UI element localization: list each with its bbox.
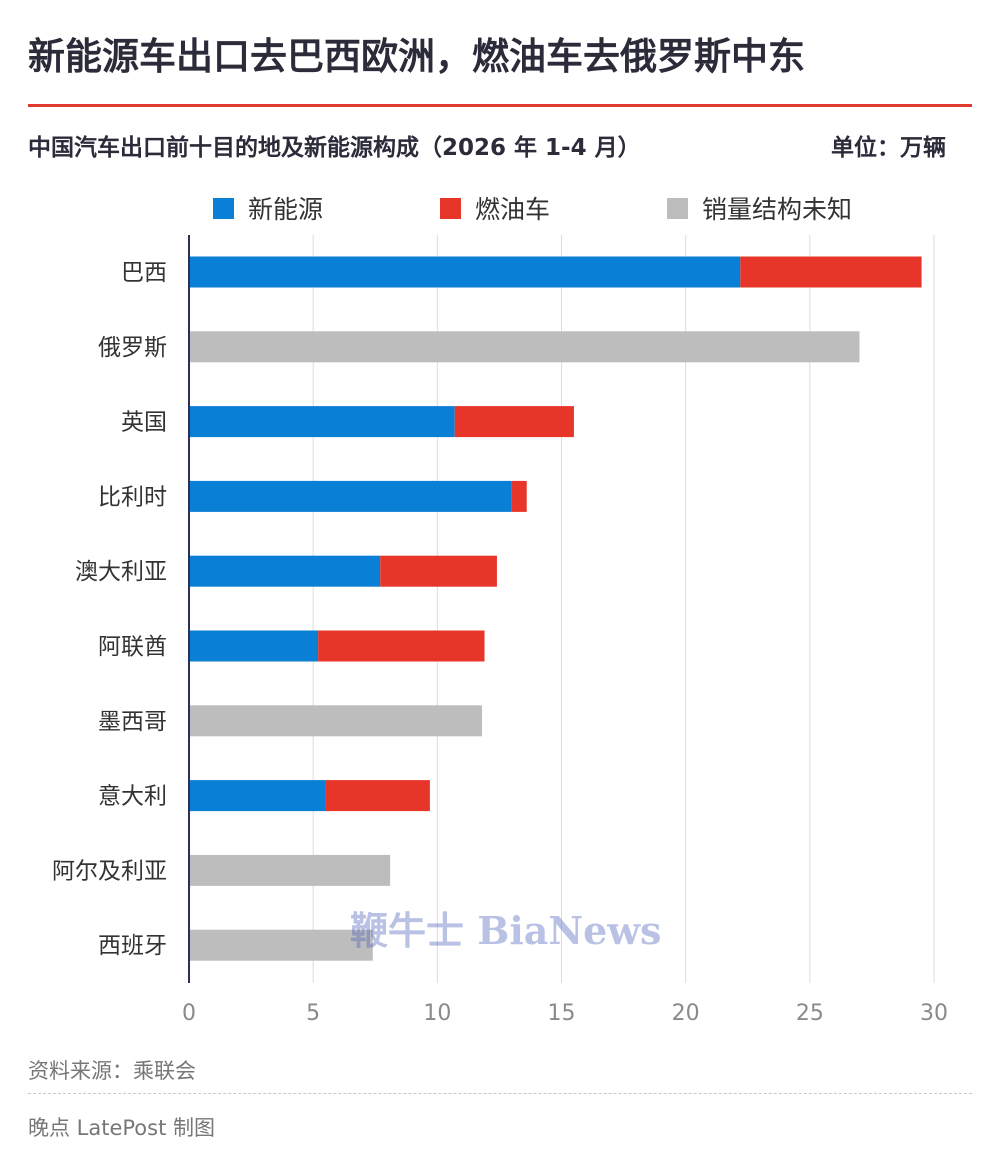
bar-nev: [189, 406, 455, 438]
bar-ice: [454, 406, 574, 438]
legend-item-unknown: 销量结构未知: [667, 190, 852, 226]
category-label: 墨西哥: [98, 709, 167, 735]
category-label: 阿联酋: [98, 634, 167, 660]
legend-label-nev: 新能源: [248, 195, 324, 224]
bar-unknown: [189, 705, 483, 737]
watermark: 鞭牛士 BiaNews: [350, 908, 662, 953]
legend-swatch-nev: [213, 197, 234, 219]
category-label: 西班牙: [98, 933, 167, 959]
bar-nev: [189, 555, 381, 587]
bar-unknown: [189, 854, 391, 886]
category-label: 澳大利亚: [75, 559, 167, 585]
source-note: 资料来源：乘联会: [28, 1059, 196, 1083]
bar-chart: 0 5 10 15 20 25 30 巴西俄罗斯英国比利时澳大利亚阿联酋墨西哥意大利阿尔及利亚…: [52, 235, 948, 1026]
credit-note: 晚点 LatePost 制图: [28, 1116, 216, 1140]
headline: 新能源车出口去巴西欧洲，燃油车去俄罗斯中东: [28, 35, 805, 78]
bar-nev: [189, 480, 512, 512]
category-label: 阿尔及利亚: [52, 858, 167, 884]
category-label: 比利时: [98, 484, 167, 510]
bar-nev: [189, 780, 326, 812]
x-tick-label-10: 10: [423, 1001, 451, 1026]
legend-label-ice: 燃油车: [475, 195, 551, 224]
x-tick-label-30: 30: [920, 1001, 948, 1026]
x-tick-label-0: 0: [182, 1001, 196, 1026]
bar-ice: [318, 630, 485, 662]
chart-subtitle: 中国汽车出口前十目的地及新能源构成（2026 年 1-4 月） 单位：万辆: [28, 128, 972, 162]
category-label: 俄罗斯: [98, 335, 167, 361]
footer-divider: [28, 1093, 972, 1094]
category-label: 巴西: [121, 260, 167, 286]
bar-nev: [189, 256, 741, 288]
bar-unknown: [189, 331, 860, 363]
bar-ice: [740, 256, 922, 288]
bar-unknown: [189, 929, 373, 961]
bar-ice: [325, 780, 430, 812]
unit-label: 单位：万辆: [831, 135, 946, 161]
chart-title: 中国汽车出口前十目的地及新能源构成（2026 年 1-4 月）: [28, 135, 641, 161]
bar-nev: [189, 630, 319, 662]
x-tick-label-25: 25: [796, 1001, 824, 1026]
legend: 新能源 燃油车 销量结构未知: [0, 190, 1000, 224]
legend-label-unknown: 销量结构未知: [702, 195, 853, 224]
bar-ice: [380, 555, 497, 587]
legend-swatch-ice: [440, 197, 461, 219]
bar-ice: [511, 480, 527, 512]
x-tick-label-5: 5: [306, 1001, 320, 1026]
legend-swatch-unknown: [667, 197, 688, 219]
legend-item-ice: 燃油车: [440, 190, 550, 226]
legend-item-nev: 新能源: [213, 190, 323, 226]
x-tick-label-15: 15: [548, 1001, 576, 1026]
x-tick-label-20: 20: [672, 1001, 700, 1026]
category-label: 英国: [121, 410, 167, 436]
headline-rule: [28, 104, 972, 107]
category-label: 意大利: [98, 784, 167, 810]
